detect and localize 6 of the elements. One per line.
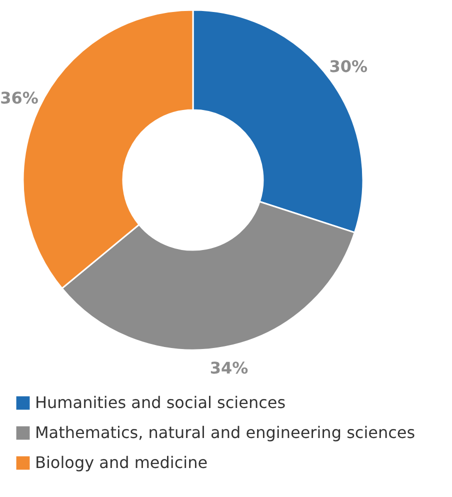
data-label: 36% [0,88,38,108]
legend-label: Biology and medicine [35,453,208,472]
legend-label: Mathematics, natural and engineering sciences [35,423,416,442]
legend-label: Humanities and social sciences [35,393,286,412]
data-label: 30% [329,57,368,76]
data-label: 34% [210,358,248,378]
